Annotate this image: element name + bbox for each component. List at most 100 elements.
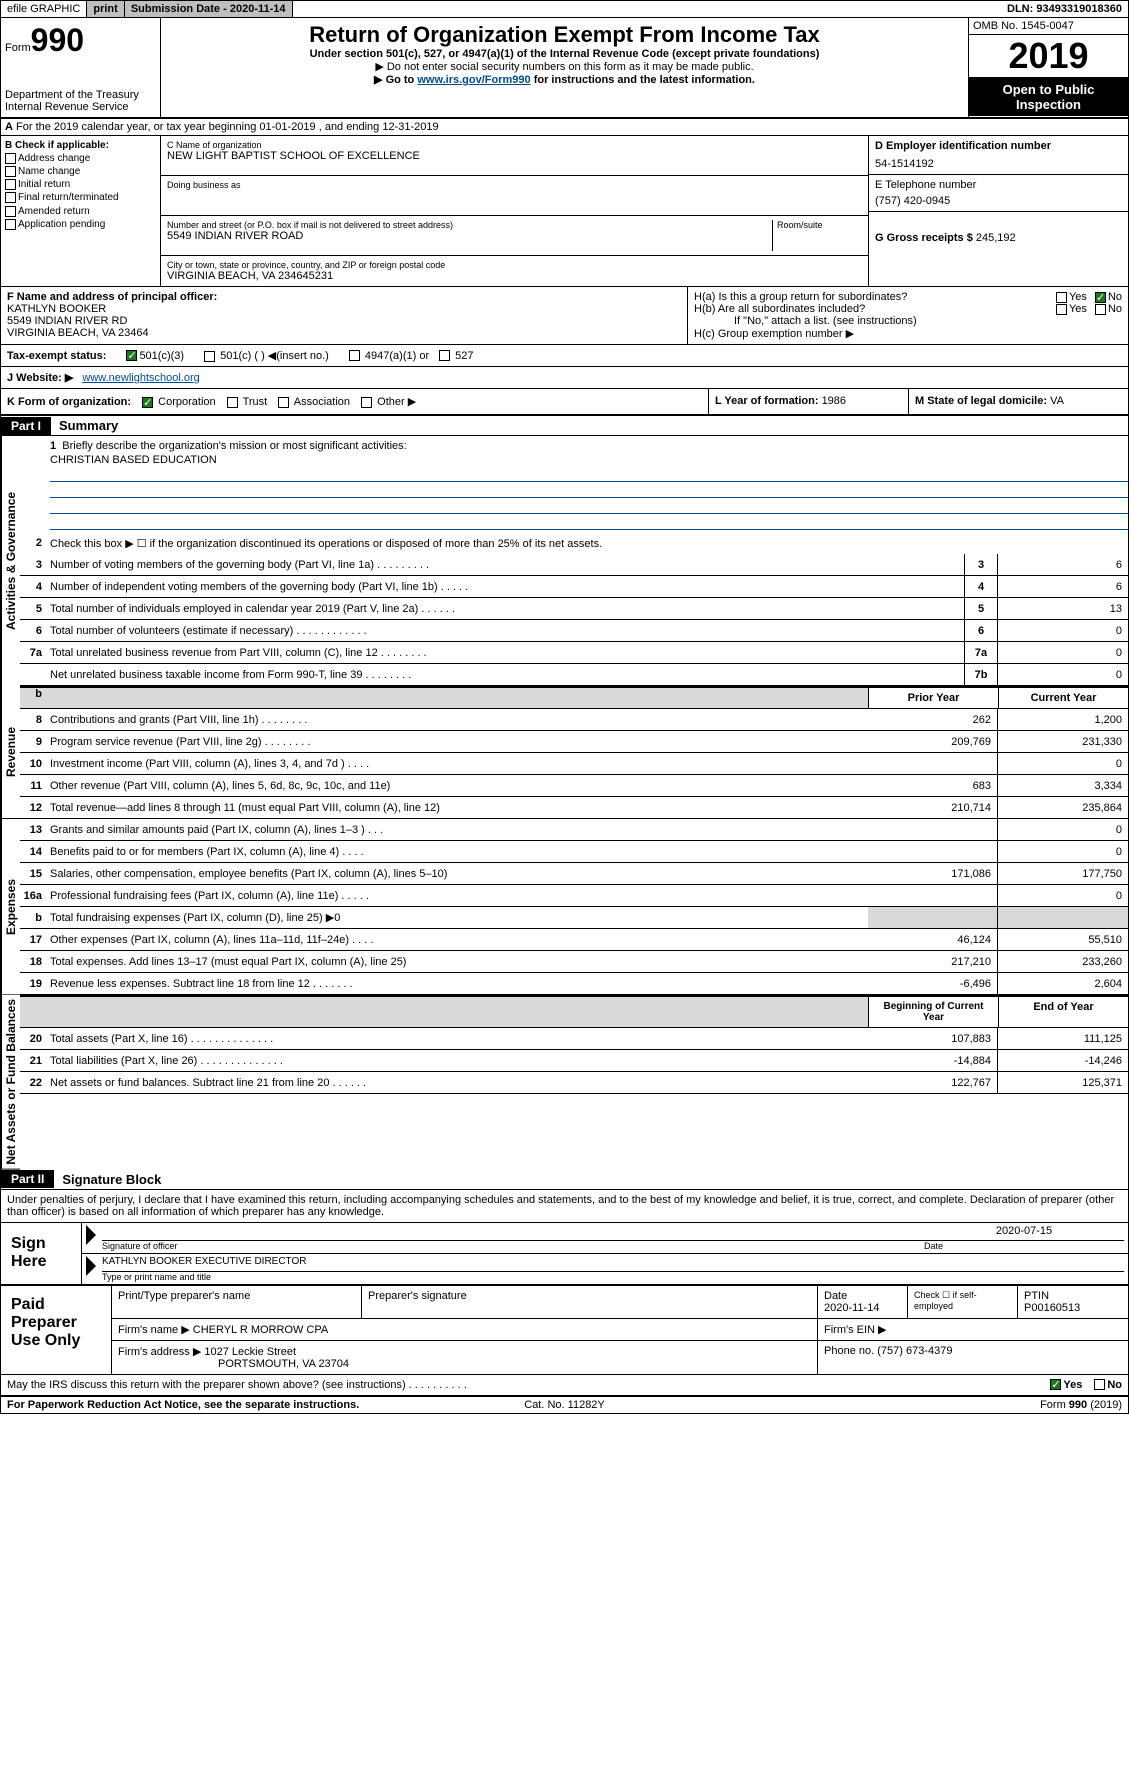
sign-here-label: Sign Here [1,1223,81,1284]
website-link[interactable]: www.newlightschool.org [82,372,199,384]
ha-no-checkbox[interactable] [1095,292,1106,303]
i-label: Tax-exempt status: [7,350,106,362]
form-subtitle: Under section 501(c), 527, or 4947(a)(1)… [165,48,964,60]
officer-addr2: VIRGINIA BEACH, VA 23464 [7,327,681,339]
amended-return-checkbox[interactable] [5,206,16,217]
part1-header: Part I Summary [1,416,1128,436]
phone-value: (757) 420-0945 [875,195,1122,207]
address-change-checkbox[interactable] [5,153,16,164]
l-block: L Year of formation: 1986 [708,389,908,414]
type-print-label: Type or print name and title [102,1272,1124,1282]
hb-yes-checkbox[interactable] [1056,304,1067,315]
line-7b: Net unrelated business taxable income fr… [46,667,964,683]
row-a: A For the 2019 calendar year, or tax yea… [1,119,1128,136]
line-7a: Total unrelated business revenue from Pa… [46,645,964,661]
name-change-checkbox[interactable] [5,166,16,177]
firm-addr1: 1027 Leckie Street [204,1346,296,1358]
room-label: Room/suite [772,220,862,251]
vert-expenses: Expenses [1,819,20,995]
ha-label: H(a) Is this a group return for subordin… [694,291,1056,303]
527-checkbox[interactable] [439,350,450,361]
instr-2: ▶ Go to www.irs.gov/Form990 for instruct… [165,73,964,86]
vert-activities-governance: Activities & Governance [1,436,20,686]
assoc-checkbox[interactable] [278,397,289,408]
gross-receipts: G Gross receipts $ 245,192 [875,232,1122,244]
final-return-checkbox[interactable] [5,192,16,203]
line-1-label: Briefly describe the organization's miss… [62,440,406,452]
ein-label: D Employer identification number [875,140,1122,152]
4947-checkbox[interactable] [349,350,360,361]
501c3-checkbox[interactable] [126,350,137,361]
h-block: H(a) Is this a group return for subordin… [688,287,1128,344]
street-address: 5549 INDIAN RIVER ROAD [167,230,772,242]
firm-ein-label: Firm's EIN ▶ [818,1319,1128,1340]
dln-label: DLN: 93493319018360 [1001,1,1128,17]
org-name-label: C Name of organization [167,140,862,150]
form-id-cell: Form990 Department of the Treasury Inter… [1,18,161,117]
501c-checkbox[interactable] [204,351,215,362]
firm-addr2: PORTSMOUTH, VA 23704 [118,1358,811,1370]
paid-preparer-label: Paid Preparer Use Only [1,1286,111,1374]
website-row: J Website: ▶ www.newlightschool.org [1,367,1128,389]
self-employed-check: Check ☐ if self-employed [908,1286,1018,1318]
f-block: F Name and address of principal officer:… [1,287,688,344]
instructions-link[interactable]: www.irs.gov/Form990 [417,74,530,86]
top-bar: efile GRAPHIC print Submission Date - 20… [1,1,1128,18]
instr-1: ▶ Do not enter social security numbers o… [165,60,964,73]
preparer-name-label: Print/Type preparer's name [112,1286,362,1318]
tax-status-row: Tax-exempt status: 501(c)(3) 501(c) ( ) … [1,345,1128,367]
footer: For Paperwork Reduction Act Notice, see … [1,1397,1128,1413]
column-c: C Name of organization NEW LIGHT BAPTIST… [161,136,868,286]
application-pending-checkbox[interactable] [5,219,16,230]
sign-date: 2020-07-15 [924,1225,1124,1241]
city-label: City or town, state or province, country… [167,260,862,270]
m-block: M State of legal domicile: VA [908,389,1128,414]
dba-label: Doing business as [167,180,862,190]
header-right: OMB No. 1545-0047 2019 Open to Public In… [968,18,1128,117]
form-title: Return of Organization Exempt From Incom… [165,22,964,48]
ptin-value: P00160513 [1024,1302,1122,1314]
hb-no-checkbox[interactable] [1095,304,1106,315]
footer-right: Form 990 (2019) [750,1399,1122,1411]
vert-net-assets: Net Assets or Fund Balances [1,995,20,1170]
website-label: J Website: ▶ [7,371,73,384]
initial-return-checkbox[interactable] [5,179,16,190]
line-2: Check this box ▶ ☐ if the organization d… [46,535,1128,552]
part2-header: Part II Signature Block [1,1170,1128,1190]
dept-label: Department of the Treasury [5,89,156,101]
open-to-public: Open to Public Inspection [969,78,1128,116]
city-state-zip: VIRGINIA BEACH, VA 234645231 [167,270,862,282]
corp-checkbox[interactable] [142,397,153,408]
ein-value: 54-1514192 [875,158,1122,170]
discuss-row: May the IRS discuss this return with the… [1,1374,1128,1397]
line-6: Total number of volunteers (estimate if … [46,623,964,639]
officer-name: KATHLYN BOOKER [7,303,681,315]
hb-note: If "No," attach a list. (see instruction… [694,315,1122,327]
firm-name: CHERYL R MORROW CPA [193,1324,328,1336]
current-year-header: Current Year [998,688,1128,708]
firm-phone: (757) 673-4379 [877,1345,952,1357]
officer-label: F Name and address of principal officer: [7,291,681,303]
column-b: B Check if applicable: Address change Na… [1,136,161,286]
sign-date-label: Date [924,1241,1124,1251]
irs-label: Internal Revenue Service [5,101,156,113]
prior-year-header: Prior Year [868,688,998,708]
discuss-yes-checkbox[interactable] [1050,1379,1061,1390]
ha-yes-checkbox[interactable] [1056,292,1067,303]
footer-mid: Cat. No. 11282Y [379,1399,751,1411]
arrow-icon [86,1225,96,1245]
discuss-no-checkbox[interactable] [1094,1379,1105,1390]
declaration-text: Under penalties of perjury, I declare th… [1,1190,1128,1222]
efile-label: efile GRAPHIC [1,1,87,17]
tax-year: 2019 [969,35,1128,78]
submission-date: Submission Date - 2020-11-14 [125,1,293,17]
addr-label: Number and street (or P.O. box if mail i… [167,220,772,230]
trust-checkbox[interactable] [227,397,238,408]
print-button[interactable]: print [87,1,124,17]
officer-name-title: KATHLYN BOOKER EXECUTIVE DIRECTOR [102,1256,1124,1272]
mission-text: CHRISTIAN BASED EDUCATION [20,454,1128,466]
preparer-sig-label: Preparer's signature [362,1286,818,1318]
header-title-block: Return of Organization Exempt From Incom… [161,18,968,117]
phone-label: E Telephone number [875,179,1122,191]
other-checkbox[interactable] [361,397,372,408]
